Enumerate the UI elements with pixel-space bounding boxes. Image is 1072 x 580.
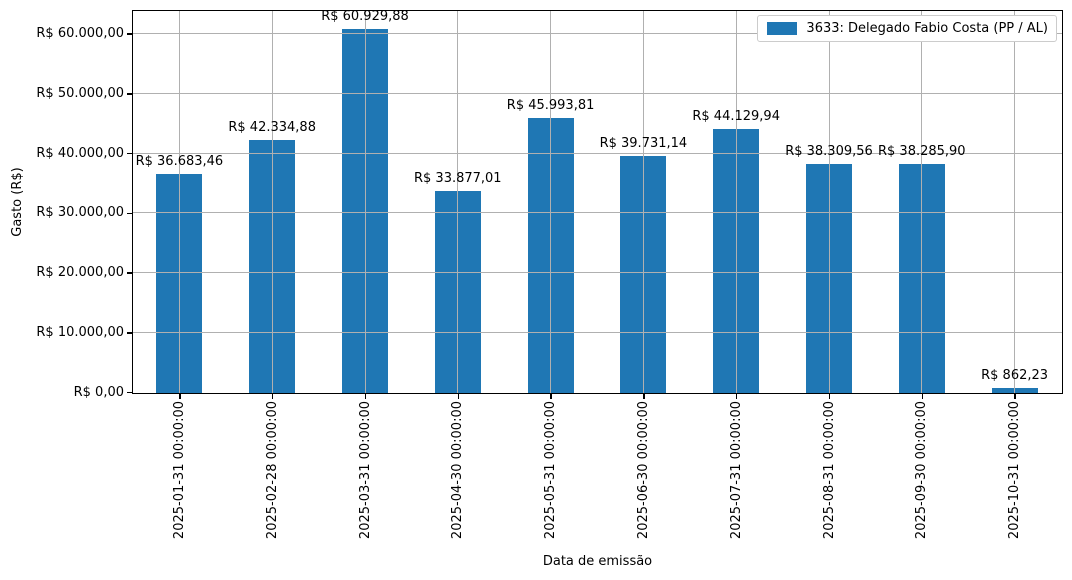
bar-value-label: R$ 39.731,14 — [599, 135, 688, 151]
x-tick-label: 2025-06-30 00:00:00 — [635, 401, 651, 540]
y-tick-mark — [127, 93, 132, 95]
y-tick-mark — [127, 152, 132, 155]
bar-value-label: R$ 36.683,46 — [135, 153, 224, 169]
y-tick-mark — [127, 212, 132, 215]
x-tick-label: 2025-05-31 00:00:00 — [543, 401, 559, 540]
x-tick-mark — [643, 394, 645, 399]
x-tick-label: 2025-08-31 00:00:00 — [821, 401, 837, 540]
gridline-h — [133, 33, 1062, 35]
bar-value-label: R$ 38.285,90 — [877, 144, 966, 160]
gridline-v — [735, 11, 737, 393]
bar-value-label: R$ 60.929,88 — [321, 9, 409, 25]
gridline-v — [364, 11, 366, 393]
y-tick-mark — [127, 272, 132, 274]
bar-value-label: R$ 862,23 — [981, 367, 1049, 383]
x-tick-label: 2025-02-28 00:00:00 — [264, 401, 280, 540]
y-tick-label: R$ 50.000,00 — [36, 85, 124, 101]
x-tick-mark — [271, 394, 274, 399]
gridline-h — [133, 331, 1062, 333]
legend-color-swatch — [767, 22, 798, 35]
y-tick-label: R$ 0,00 — [73, 384, 124, 400]
x-tick-label: 2025-09-30 00:00:00 — [914, 401, 930, 540]
y-tick-label: R$ 10.000,00 — [36, 324, 124, 340]
gridline-h — [133, 152, 1062, 154]
gridline-h — [133, 92, 1062, 94]
y-tick-mark — [127, 391, 132, 394]
gridline-v — [457, 11, 459, 393]
gridline-v — [921, 11, 923, 393]
plot-area: 3633: Delegado Fabio Costa (PP / AL) R$ … — [132, 9, 1063, 394]
bar-value-label: R$ 42.334,88 — [228, 120, 316, 136]
y-tick-mark — [127, 332, 132, 334]
x-tick-mark — [364, 394, 367, 399]
y-tick-mark — [127, 33, 132, 35]
x-axis-title: Data de emissão — [542, 554, 653, 569]
legend-series-label: 3633: Delegado Fabio Costa (PP / AL) — [806, 21, 1048, 36]
gridline-v — [178, 11, 180, 393]
bar-value-label: R$ 33.877,01 — [413, 170, 502, 186]
x-tick-label: 2025-04-30 00:00:00 — [450, 401, 466, 540]
x-tick-mark — [735, 394, 738, 399]
gridline-v — [828, 11, 830, 393]
x-tick-label: 2025-07-31 00:00:00 — [728, 401, 744, 540]
gridline-h — [133, 272, 1062, 274]
x-tick-mark — [550, 394, 552, 399]
y-tick-label: R$ 40.000,00 — [36, 145, 124, 161]
legend: 3633: Delegado Fabio Costa (PP / AL) — [757, 15, 1057, 42]
x-tick-mark — [828, 394, 831, 399]
y-tick-label: R$ 60.000,00 — [36, 26, 124, 42]
gridline-v — [550, 11, 552, 393]
gridline-v — [271, 11, 273, 393]
x-tick-mark — [179, 394, 181, 399]
x-tick-label: 2025-10-31 00:00:00 — [1007, 401, 1023, 540]
x-tick-mark — [1014, 394, 1016, 399]
bar-value-label: R$ 38.309,56 — [785, 144, 873, 160]
bar-value-label: R$ 44.129,94 — [692, 109, 780, 125]
x-tick-label: 2025-01-31 00:00:00 — [171, 401, 187, 540]
gridline-h — [133, 212, 1062, 214]
x-tick-mark — [457, 394, 460, 399]
bar-value-label: R$ 45.993,81 — [506, 98, 595, 114]
x-tick-label: 2025-03-31 00:00:00 — [357, 401, 373, 540]
gridline-v — [1014, 11, 1016, 393]
x-tick-mark — [921, 394, 924, 399]
y-tick-label: R$ 30.000,00 — [36, 205, 124, 221]
gridline-v — [642, 11, 644, 393]
y-tick-label: R$ 20.000,00 — [36, 265, 124, 281]
